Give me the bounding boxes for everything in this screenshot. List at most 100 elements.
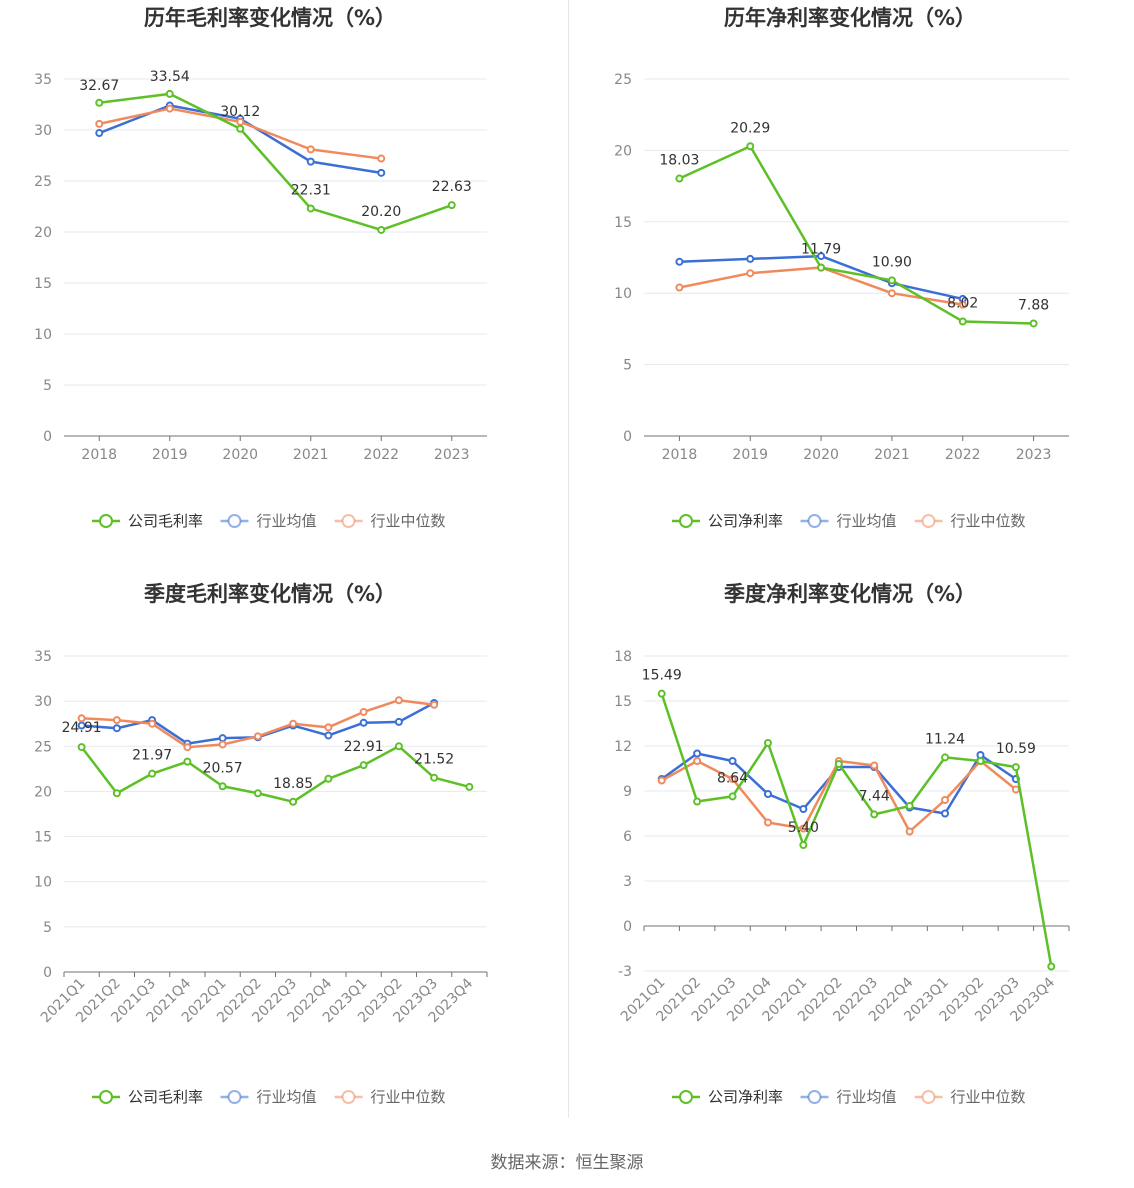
data-label: 11.24 [925, 731, 965, 747]
quarterly-net-margin-plot: 季度净利率变化情况（%）-303691215182021Q12021Q22021… [614, 582, 1070, 1106]
y-tick-label: 20 [34, 225, 52, 241]
data-point-industry_avg [394, 717, 403, 726]
legend-marker-company [679, 514, 693, 528]
data-point-company [377, 225, 386, 234]
data-point-industry_median [887, 289, 896, 298]
data-point-company [675, 174, 684, 183]
legend-label-industry_avg: 行业均值 [837, 512, 897, 530]
data-point-industry_avg [763, 790, 772, 798]
series-line-industry_median [679, 266, 963, 306]
data-point-industry_avg [377, 168, 386, 177]
data-point-company [1029, 319, 1038, 328]
y-tick-label: 15 [614, 694, 632, 710]
x-tick-label: 2022 [363, 447, 399, 463]
data-label: 18.85 [273, 776, 313, 792]
series-line-company [80, 745, 470, 804]
data-point-industry_median [289, 719, 298, 728]
data-point-industry_median [77, 714, 86, 723]
y-tick-label: 35 [34, 72, 52, 88]
data-point-company [941, 753, 950, 762]
data-point-industry_avg [728, 757, 737, 765]
data-point-company [183, 757, 192, 766]
y-tick-label: 6 [623, 829, 632, 845]
data-source-name: 恒生聚源 [575, 1153, 644, 1173]
data-label: 20.29 [730, 120, 770, 136]
y-tick-label: 35 [34, 649, 52, 665]
y-tick-label: 25 [34, 174, 52, 190]
data-point-company [218, 782, 227, 791]
y-tick-label: 25 [34, 739, 52, 755]
data-point-company [1047, 962, 1056, 971]
data-point-industry_median [165, 104, 174, 113]
legend-label-company: 公司净利率 [708, 1088, 783, 1106]
data-label: 21.52 [414, 752, 454, 768]
legend-marker-industry_avg [807, 514, 822, 528]
legend-label-company: 公司毛利率 [128, 1088, 203, 1106]
data-point-industry_median [430, 700, 439, 709]
data-point-company [870, 810, 879, 819]
data-point-company [253, 789, 262, 798]
y-tick-label: 25 [614, 72, 632, 88]
data-point-industry_median [394, 696, 403, 705]
y-tick-label: 0 [623, 429, 632, 445]
data-point-industry_median [218, 740, 227, 749]
data-label: 18.03 [659, 153, 699, 169]
data-label: 22.63 [432, 179, 472, 195]
y-tick-label: 0 [43, 429, 52, 445]
y-tick-label: 20 [34, 784, 52, 800]
x-tick-label: 2019 [152, 447, 188, 463]
data-label: 33.54 [150, 69, 190, 85]
data-point-company [1011, 763, 1020, 772]
y-tick-label: 18 [614, 649, 632, 665]
data-point-industry_median [1011, 785, 1020, 794]
annual-net-margin-chart: 历年净利率变化情况（%） 0 5 10 15 20 25 2018 2019 2020 2021 20… [580, 0, 1134, 560]
data-point-industry_median [675, 283, 684, 292]
data-point-industry_median [253, 732, 262, 741]
annual-net-margin-plot: 历年净利率变化情况（%） 0 5 10 15 20 25 2018 2019 2020 2021 20… [614, 6, 1069, 530]
data-label: 8.64 [717, 770, 748, 786]
annual-gross-margin-chart: 历年毛利率变化情况（%） 0 5 10 15 20 25 30 35 2018 2019 2020 20… [0, 0, 567, 560]
x-tick-label: 2020 [222, 447, 258, 463]
data-point-industry_avg [95, 129, 104, 138]
data-point-company [112, 789, 121, 798]
data-point-industry_median [763, 818, 772, 827]
legend-label-industry_avg: 行业均值 [257, 512, 317, 530]
legend-marker-industry_median [341, 514, 356, 528]
series-line-industry_median [661, 759, 1017, 833]
data-point-company [95, 98, 104, 107]
data-point-company [324, 774, 333, 783]
chart-title: 历年净利率变化情况（%） [724, 6, 976, 30]
legend-label-industry_median: 行业中位数 [371, 1088, 446, 1106]
y-tick-label: 15 [34, 276, 52, 292]
x-tick-label: 2018 [662, 447, 698, 463]
data-point-industry_median [359, 707, 368, 716]
legend-label-industry_median: 行业中位数 [951, 1088, 1026, 1106]
data-point-company [905, 802, 914, 810]
x-tick-label: 2021 [293, 447, 329, 463]
legend-label-company: 公司毛利率 [128, 512, 203, 530]
annual-gross-margin-plot: 历年毛利率变化情况（%） 0 5 10 15 20 25 30 35 2018 2019 2020 20… [34, 6, 487, 530]
data-point-industry_median [112, 716, 121, 725]
data-point-company [430, 773, 439, 782]
data-point-industry_avg [693, 749, 702, 758]
legend-label-industry_avg: 行业均值 [837, 1088, 897, 1106]
data-label: 10.59 [996, 741, 1036, 757]
legend-marker-industry_median [341, 1090, 356, 1104]
data-point-company [77, 743, 86, 752]
data-point-company [306, 204, 315, 213]
data-point-industry_median [693, 757, 702, 765]
data-point-industry_median [958, 300, 967, 309]
data-point-industry_avg [324, 731, 333, 740]
legend-marker-industry_avg [227, 514, 242, 528]
data-point-industry_median [746, 269, 755, 278]
chart-title: 历年毛利率变化情况（%） [144, 6, 396, 30]
series-line-company [678, 145, 1034, 325]
legend-marker-industry_median [921, 1090, 936, 1104]
panel-divider [568, 0, 569, 1118]
data-point-company [817, 263, 826, 272]
legend-label-company: 公司净利率 [708, 512, 783, 530]
x-tick-label: 2022 [945, 447, 981, 463]
legend-marker-industry_median [921, 514, 936, 528]
data-label: 22.91 [344, 739, 384, 755]
x-tick-label: 2023 [434, 447, 470, 463]
